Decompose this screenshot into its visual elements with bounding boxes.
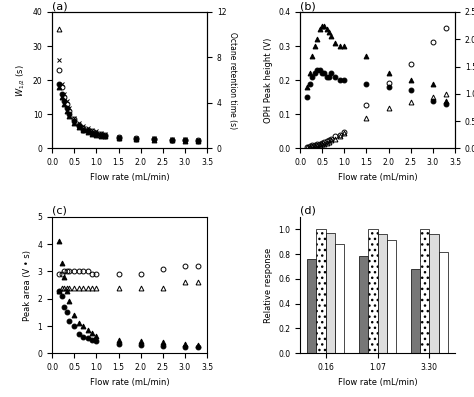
Bar <box>335 244 345 353</box>
Bar <box>359 256 368 353</box>
X-axis label: Flow rate (mL/min): Flow rate (mL/min) <box>90 378 169 387</box>
Bar <box>438 252 448 353</box>
X-axis label: Flow rate (mL/min): Flow rate (mL/min) <box>338 378 418 387</box>
Y-axis label: OPH Peak height (V): OPH Peak height (V) <box>264 37 273 123</box>
Bar <box>420 229 429 353</box>
Text: (c): (c) <box>52 206 67 216</box>
Text: (d): (d) <box>300 206 316 216</box>
Bar <box>326 233 335 353</box>
X-axis label: Flow rate (mL/min): Flow rate (mL/min) <box>338 173 418 182</box>
Text: (a): (a) <box>52 1 68 11</box>
Bar <box>410 269 420 353</box>
Y-axis label: $W_{1/2}$ (s): $W_{1/2}$ (s) <box>14 64 27 96</box>
Y-axis label: Peak area (V • s): Peak area (V • s) <box>23 250 32 320</box>
Bar <box>368 229 378 353</box>
Bar <box>387 240 396 353</box>
Bar <box>307 259 317 353</box>
X-axis label: Flow rate (mL/min): Flow rate (mL/min) <box>90 173 169 182</box>
Bar <box>317 229 326 353</box>
Y-axis label: Octane retention time (s): Octane retention time (s) <box>228 32 237 129</box>
Text: (b): (b) <box>300 1 316 11</box>
Bar <box>429 234 438 353</box>
Y-axis label: Relative response: Relative response <box>264 247 273 323</box>
Bar <box>378 234 387 353</box>
